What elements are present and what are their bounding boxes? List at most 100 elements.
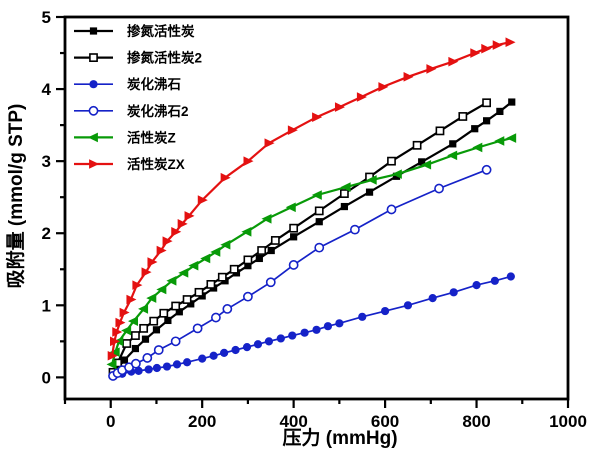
legend-item: 炭化沸石 — [74, 76, 181, 92]
data-point-marker — [175, 308, 183, 316]
data-point-marker — [365, 188, 374, 196]
x-tick-label: 0 — [106, 412, 115, 431]
data-point-marker — [312, 325, 321, 334]
data-point-marker — [119, 307, 130, 318]
data-point-marker — [403, 72, 414, 82]
data-point-marker — [358, 312, 367, 321]
data-point-marker — [132, 280, 143, 290]
data-point-marker — [243, 156, 254, 166]
data-point-marker — [494, 136, 505, 146]
data-point-marker — [264, 138, 275, 148]
data-point-marker — [378, 82, 389, 92]
data-point-marker — [506, 272, 515, 281]
data-point-marker — [107, 350, 118, 361]
data-point-marker — [505, 37, 516, 48]
data-point-marker — [156, 284, 167, 295]
series-triangle-right-filled — [107, 37, 516, 361]
legend-item: 掺氮活性炭 — [74, 23, 195, 39]
data-point-marker — [285, 202, 296, 213]
data-point-marker — [112, 327, 123, 337]
data-point-marker — [418, 158, 426, 166]
data-point-marker — [426, 64, 437, 74]
data-point-marker — [253, 340, 263, 349]
data-point-marker — [106, 359, 117, 370]
data-point-marker — [131, 331, 140, 340]
data-point-marker — [89, 27, 98, 35]
data-point-marker — [164, 316, 172, 325]
data-point-marker — [109, 336, 120, 347]
series-triangle-left-filled — [106, 133, 517, 370]
data-point-marker — [166, 275, 177, 286]
data-point-marker — [356, 92, 367, 102]
data-point-marker — [144, 365, 153, 374]
data-point-marker — [172, 360, 182, 369]
data-point-marker — [492, 40, 503, 50]
data-point-marker — [126, 294, 137, 305]
data-point-marker — [134, 366, 143, 375]
data-point-marker — [290, 233, 298, 241]
data-point-marker — [152, 363, 162, 373]
data-point-marker — [198, 354, 207, 363]
data-point-marker — [184, 211, 195, 221]
data-point-marker — [139, 323, 149, 333]
data-point-marker — [192, 323, 203, 334]
data-point-marker — [288, 331, 297, 340]
data-point-marker — [314, 206, 324, 216]
data-point-marker — [287, 125, 298, 135]
series-line — [112, 169, 487, 377]
data-point-marker — [387, 156, 396, 166]
data-point-marker — [244, 262, 252, 270]
data-point-marker — [194, 287, 204, 297]
legend-item: 掺氮活性炭2 — [74, 50, 202, 66]
legend-item: 炭化沸石2 — [74, 103, 189, 119]
data-point-marker — [120, 356, 129, 364]
data-point-marker — [220, 348, 229, 357]
x-tick-label: 600 — [371, 412, 399, 431]
data-point-marker — [323, 322, 333, 331]
legend-label: 活性炭ZX — [127, 156, 185, 172]
data-point-marker — [209, 351, 218, 360]
x-tick-label: 800 — [462, 412, 490, 431]
legend-label: 掺氮活性炭2 — [127, 50, 202, 66]
data-point-marker — [470, 48, 481, 58]
data-point-marker — [386, 204, 397, 215]
data-point-marker — [289, 223, 299, 233]
data-point-marker — [115, 317, 126, 328]
data-point-marker — [200, 253, 211, 264]
data-point-marker — [170, 336, 181, 347]
data-point-marker — [178, 268, 189, 278]
data-point-marker — [265, 277, 276, 288]
series-circle-filled — [109, 272, 515, 381]
data-point-marker — [472, 142, 483, 153]
x-axis-label: 压力 (mmHg) — [282, 426, 397, 449]
data-point-marker — [335, 319, 344, 328]
data-point-marker — [412, 140, 422, 150]
data-point-marker — [162, 362, 172, 371]
data-point-marker — [146, 293, 157, 303]
data-point-marker — [314, 242, 325, 253]
data-point-marker — [449, 140, 457, 148]
data-point-marker — [159, 308, 169, 318]
legend-label: 活性炭Z — [127, 129, 176, 145]
y-tick-label: 3 — [42, 152, 51, 171]
data-point-marker — [508, 98, 516, 106]
data-point-marker — [340, 202, 348, 211]
data-point-marker — [261, 214, 272, 224]
data-point-marker — [264, 337, 274, 346]
legend-label: 炭化沸石 — [127, 76, 181, 92]
data-point-marker — [421, 159, 432, 170]
data-point-marker — [447, 150, 458, 161]
data-point-marker — [222, 304, 233, 314]
legend-label: 掺氮活性炭 — [127, 23, 195, 39]
x-tick-label: 1000 — [549, 412, 587, 431]
data-point-marker — [481, 164, 492, 175]
data-point-marker — [130, 358, 141, 369]
data-point-marker — [315, 218, 323, 226]
data-point-marker — [197, 195, 208, 205]
data-point-marker — [288, 260, 299, 270]
plot-frame — [63, 15, 570, 401]
data-point-marker — [131, 344, 140, 353]
x-tick-label: 400 — [279, 412, 307, 431]
